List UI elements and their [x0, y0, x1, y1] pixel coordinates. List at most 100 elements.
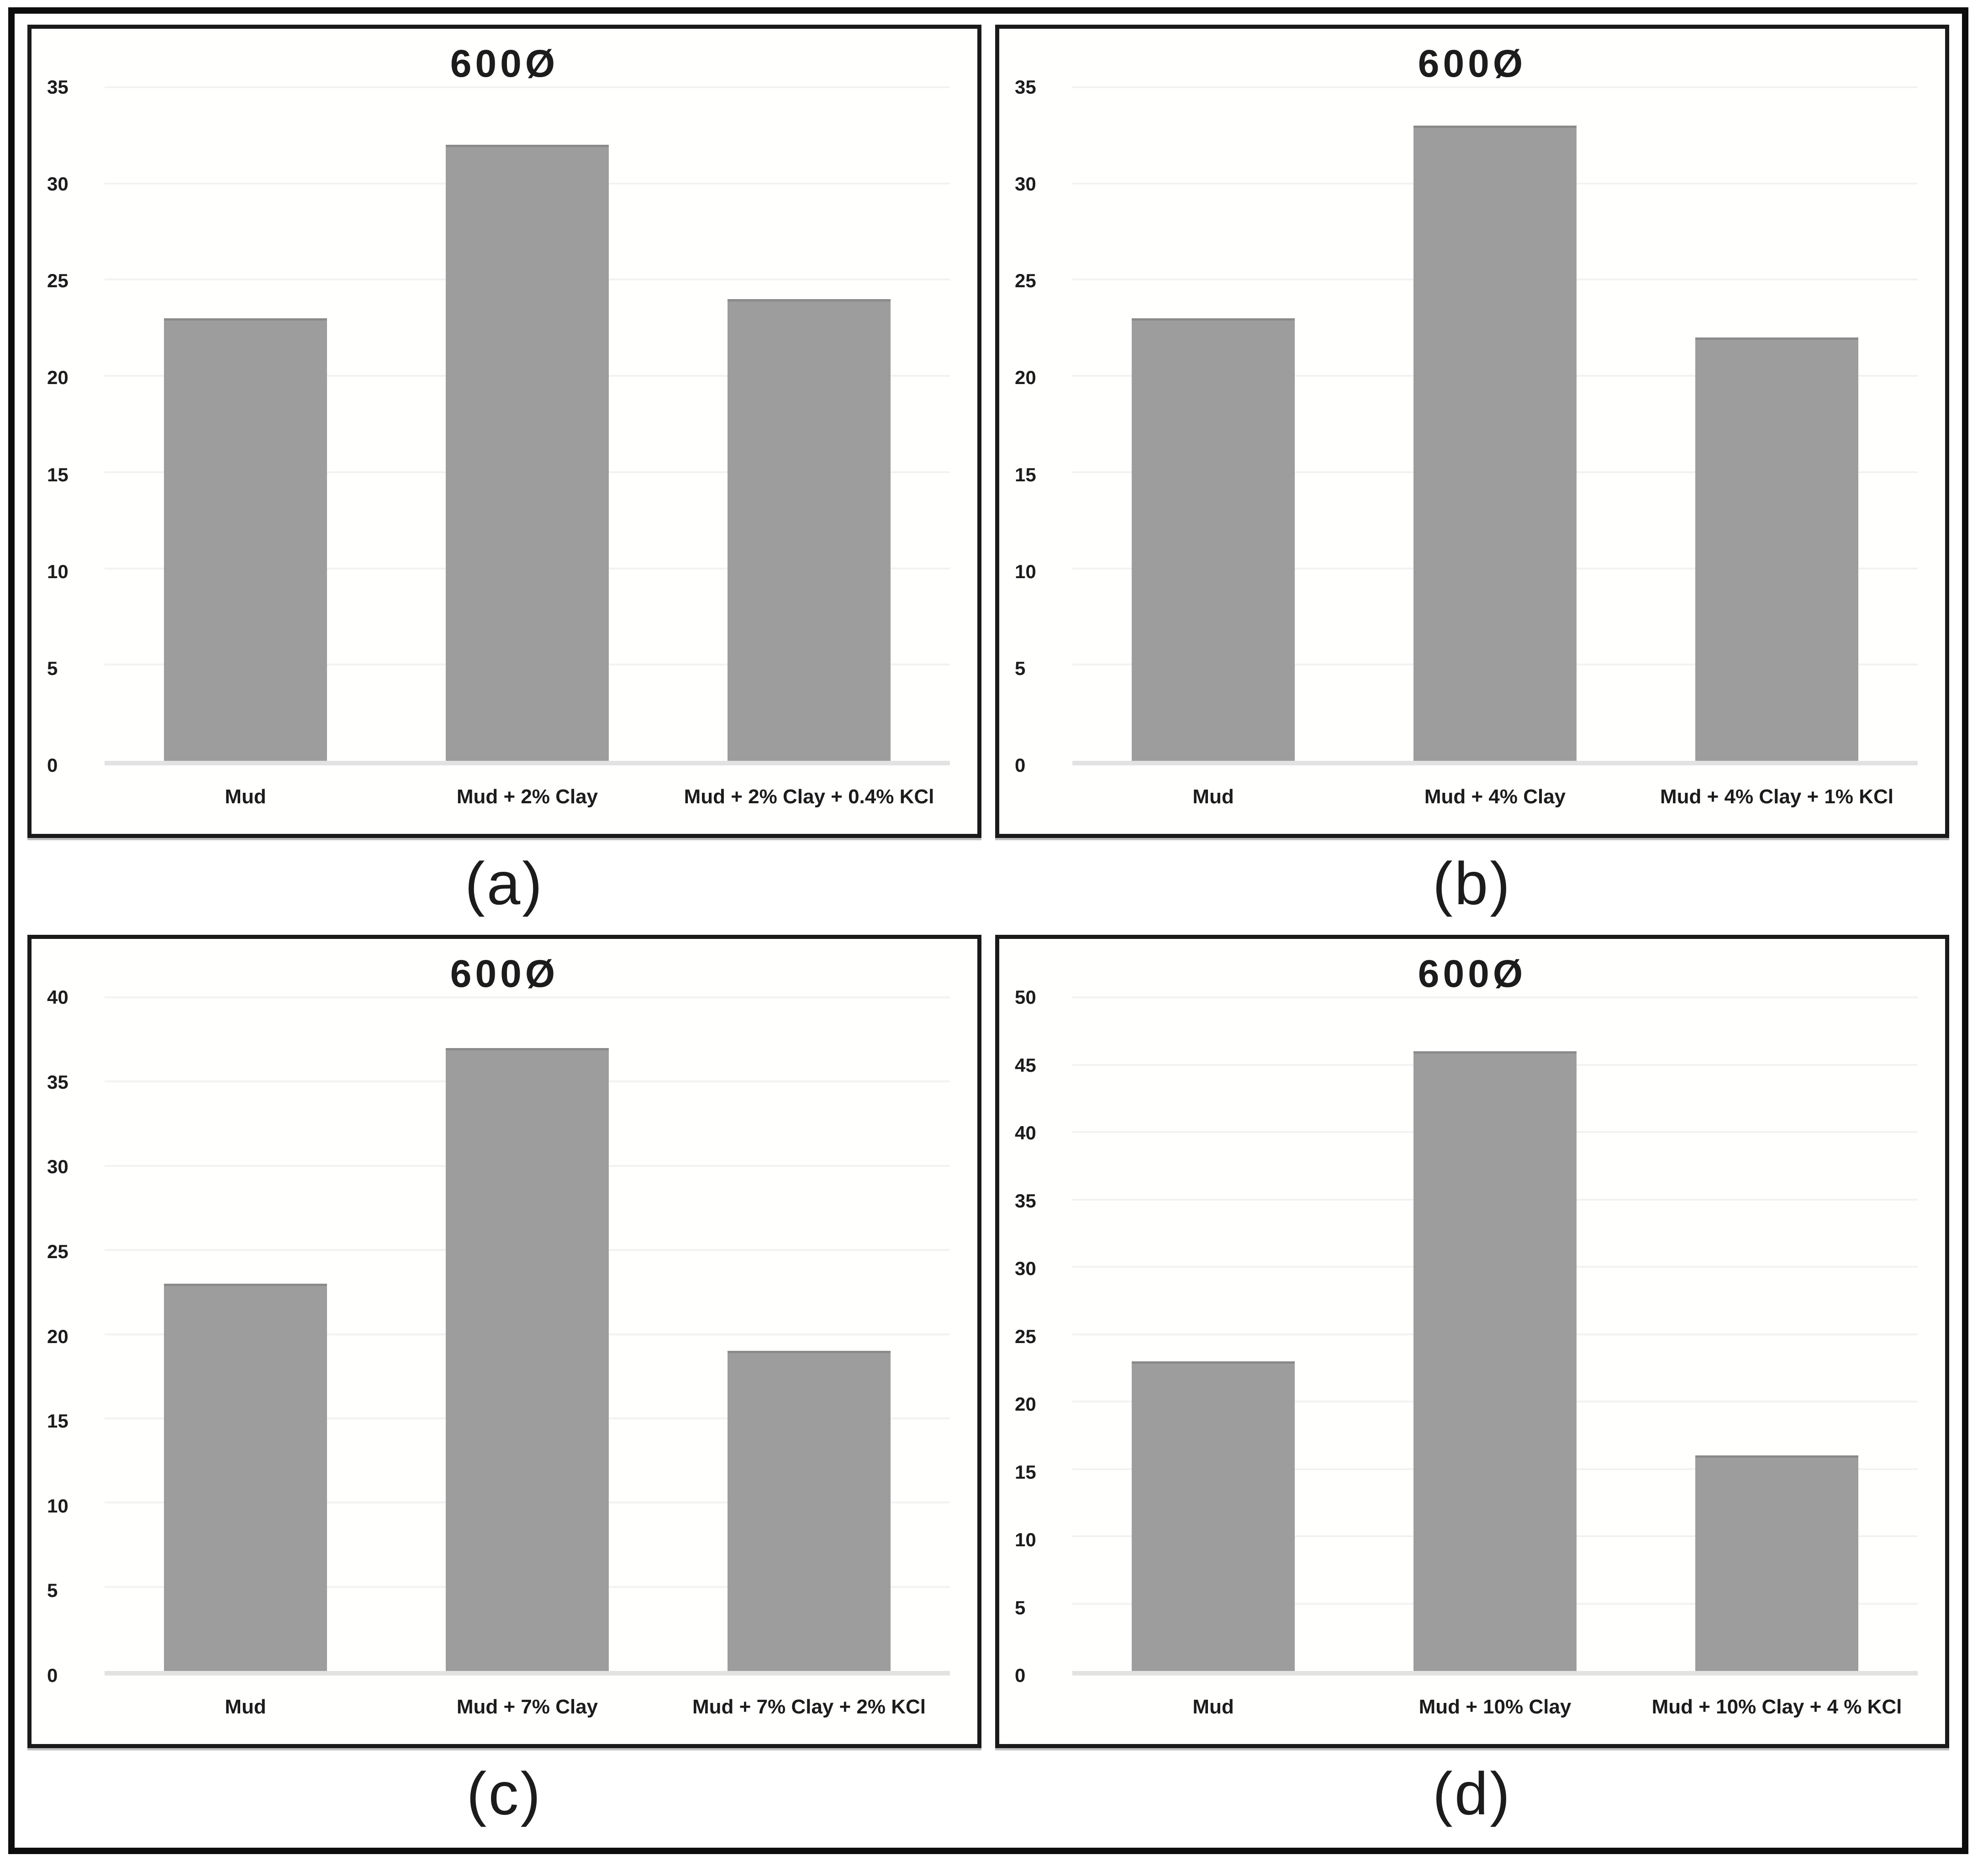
y-axis: 0 5 10 15 20 25 30 35 40 45 50: [999, 988, 1072, 1685]
y-tick-label: 25: [47, 270, 69, 292]
x-axis-labels: Mud Mud + 4% Clay Mud + 4% Clay + 1% KCl: [999, 765, 1918, 834]
plot-row: 0 5 10 15 20 25 30 35: [32, 78, 950, 775]
x-category-label: Mud + 7% Clay + 2% KCl: [692, 1696, 926, 1718]
plot-area: [105, 996, 950, 1676]
x-axis-labels: Mud Mud + 10% Clay Mud + 10% Clay + 4 % KC…: [999, 1676, 1918, 1744]
bar-c-3: [727, 1351, 891, 1671]
y-tick-label: 0: [47, 1665, 58, 1686]
y-tick-label: 15: [47, 464, 69, 485]
y-tick-label: 25: [1015, 270, 1036, 292]
bar-d-2: [1413, 1051, 1577, 1671]
x-category-label: Mud + 4% Clay: [1424, 785, 1566, 808]
bar-a-2: [445, 145, 609, 761]
chart-quadrant-d: 600Ø 0 5 10 15 20 25 30 35 40 45 50 Mud Mud + 10% C…: [995, 935, 1949, 1845]
bar-c-2: [445, 1048, 609, 1671]
y-tick-label: 50: [1015, 986, 1036, 1008]
y-tick-label: 5: [1015, 657, 1026, 679]
y-tick-label: 35: [47, 76, 69, 98]
y-tick-label: 15: [1015, 1461, 1036, 1483]
bar-b-1: [1131, 318, 1295, 761]
y-tick-label: 35: [1015, 76, 1036, 98]
y-axis: 0 5 10 15 20 25 30 35 40: [32, 988, 105, 1685]
plot-row: 0 5 10 15 20 25 30 35 40 45 50: [999, 988, 1918, 1685]
y-tick-label: 15: [1015, 464, 1036, 485]
bar-slot: [1636, 997, 1918, 1671]
figure-caption: (b): [1432, 850, 1512, 917]
y-tick-label: 40: [47, 986, 69, 1008]
x-category-label: Mud: [225, 785, 266, 808]
plot-area: [1072, 996, 1918, 1676]
y-tick-label: 20: [47, 367, 69, 389]
bar-slot: [1354, 87, 1636, 761]
bar-slot: [105, 997, 386, 1671]
bar-d-1: [1131, 1361, 1295, 1671]
x-category-label: Mud: [1192, 1696, 1234, 1718]
y-axis: 0 5 10 15 20 25 30 35: [32, 78, 105, 775]
x-category-label: Mud: [225, 1696, 266, 1718]
bar-slot: [1354, 997, 1636, 1671]
figure-caption: (d): [1432, 1760, 1512, 1827]
chart-title: 600Ø: [450, 952, 559, 995]
x-category-label: Mud + 7% Clay: [456, 1696, 598, 1718]
bar-a-1: [163, 318, 327, 761]
chart-quadrant-a: 600Ø 0 5 10 15 20 25 30 35 Mud Mud + 2% Clay Mud …: [27, 25, 981, 935]
chart-panel: 600Ø 0 5 10 15 20 25 30 35 40 Mud Mud + 7% Clay Mu…: [27, 935, 981, 1748]
plot-area: [1072, 86, 1918, 765]
x-category-label: Mud + 10% Clay + 4 % KCl: [1651, 1696, 1902, 1718]
y-tick-label: 35: [1015, 1190, 1036, 1212]
y-tick-label: 10: [1015, 560, 1036, 582]
x-axis-labels: Mud Mud + 7% Clay Mud + 7% Clay + 2% KCl: [32, 1676, 950, 1744]
y-tick-label: 20: [47, 1325, 69, 1347]
y-tick-label: 5: [47, 1580, 58, 1602]
bar-a-3: [727, 299, 891, 761]
y-tick-label: 15: [47, 1410, 69, 1432]
figure-caption: (a): [464, 850, 544, 917]
x-category-label: Mud: [1192, 785, 1234, 808]
chart-title: 600Ø: [1418, 952, 1527, 995]
bar-b-2: [1413, 126, 1577, 761]
chart-title: 600Ø: [1418, 42, 1527, 85]
figure-frame: 600Ø 0 5 10 15 20 25 30 35 Mud Mud + 2% Clay Mud …: [8, 7, 1968, 1854]
chart-inner: 0 5 10 15 20 25 30 35 Mud Mud + 2% Clay Mud + 2% …: [32, 78, 977, 834]
y-tick-label: 25: [47, 1240, 69, 1262]
y-tick-label: 45: [1015, 1054, 1036, 1076]
y-tick-label: 20: [1015, 367, 1036, 389]
chart-panel: 600Ø 0 5 10 15 20 25 30 35 Mud Mud + 2% Clay Mud …: [27, 25, 981, 838]
y-tick-label: 10: [47, 1495, 69, 1517]
bar-d-3: [1695, 1455, 1859, 1671]
x-category-label: Mud + 10% Clay: [1419, 1696, 1572, 1718]
plot-row: 0 5 10 15 20 25 30 35 40: [32, 988, 950, 1685]
plot-area: [105, 86, 950, 765]
bar-slot: [386, 997, 668, 1671]
bar-slot: [668, 997, 950, 1671]
y-tick-label: 20: [1015, 1393, 1036, 1415]
y-tick-label: 0: [1015, 1665, 1026, 1686]
chart-inner: 0 5 10 15 20 25 30 35 40 Mud Mud + 7% Clay Mud + 7…: [32, 988, 977, 1744]
bar-slot: [1072, 87, 1354, 761]
bar-b-3: [1695, 337, 1859, 761]
bar-slot: [668, 87, 950, 761]
y-tick-label: 0: [1015, 754, 1026, 776]
figure-caption: (c): [466, 1760, 543, 1827]
chart-inner: 0 5 10 15 20 25 30 35 Mud Mud + 4% Clay Mud + 4% …: [999, 78, 1945, 834]
bar-slot: [1072, 997, 1354, 1671]
y-tick-label: 35: [47, 1071, 69, 1093]
y-tick-label: 30: [47, 1156, 69, 1178]
bar-slot: [105, 87, 386, 761]
y-tick-label: 5: [1015, 1597, 1026, 1618]
y-tick-label: 40: [1015, 1122, 1036, 1144]
y-tick-label: 30: [47, 173, 69, 195]
y-axis: 0 5 10 15 20 25 30 35: [999, 78, 1072, 775]
y-tick-label: 10: [47, 560, 69, 582]
chart-panel: 600Ø 0 5 10 15 20 25 30 35 Mud Mud + 4% Clay Mud …: [995, 25, 1949, 838]
chart-quadrant-b: 600Ø 0 5 10 15 20 25 30 35 Mud Mud + 4% Clay Mud …: [995, 25, 1949, 935]
y-tick-label: 10: [1015, 1529, 1036, 1550]
x-axis-labels: Mud Mud + 2% Clay Mud + 2% Clay + 0.4% KCl: [32, 765, 950, 834]
y-tick-label: 5: [47, 657, 58, 679]
chart-inner: 0 5 10 15 20 25 30 35 40 45 50 Mud Mud + 10% Clay Mu…: [999, 988, 1945, 1744]
x-category-label: Mud + 2% Clay + 0.4% KCl: [684, 785, 934, 808]
chart-grid: 600Ø 0 5 10 15 20 25 30 35 Mud Mud + 2% Clay Mud …: [27, 25, 1949, 1845]
bar-c-1: [163, 1283, 327, 1671]
bar-slot: [1636, 87, 1918, 761]
x-category-label: Mud + 2% Clay: [456, 785, 598, 808]
